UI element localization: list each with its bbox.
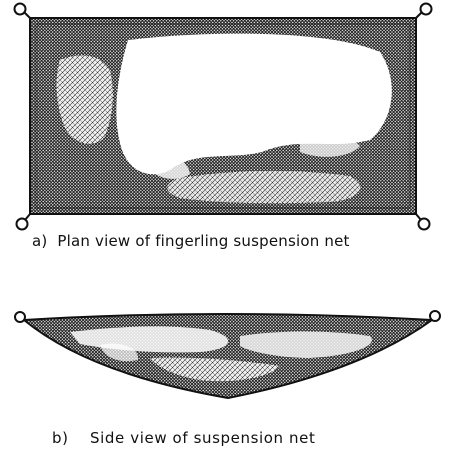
corner-ring-top-right — [415, 2, 433, 19]
corner-ring-bottom-left — [15, 213, 31, 231]
side-ring-right — [429, 310, 441, 322]
plan-view-net — [29, 17, 417, 215]
side-view-net — [23, 313, 433, 400]
caption-plan-view: a) Plan view of fingerling suspension ne… — [32, 232, 350, 250]
side-ring-left — [14, 311, 26, 323]
corner-ring-top-left — [13, 2, 31, 19]
caption-side-view: b) Side view of suspension net — [52, 429, 316, 447]
corner-ring-bottom-right — [415, 213, 431, 231]
